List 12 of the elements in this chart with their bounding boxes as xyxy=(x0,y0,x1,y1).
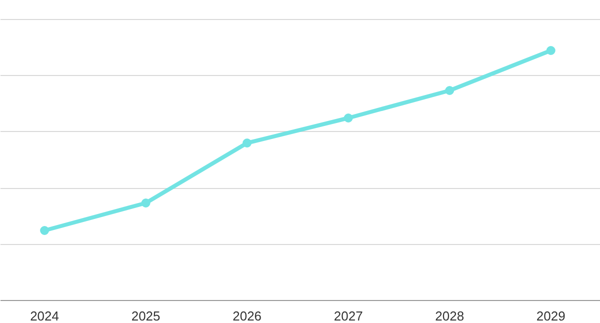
x-tick-label: 2029 xyxy=(536,308,566,323)
point xyxy=(242,138,252,148)
x-tick-label: 2026 xyxy=(232,308,262,323)
point xyxy=(445,86,454,95)
point xyxy=(141,198,150,208)
x-tick-label: 2024 xyxy=(30,308,60,323)
x-tick-label: 2027 xyxy=(334,308,363,323)
point xyxy=(546,46,556,55)
x-tick-label: 2025 xyxy=(131,308,160,323)
point xyxy=(344,114,353,122)
point xyxy=(40,226,50,235)
x-tick-label: 2028 xyxy=(435,308,464,323)
